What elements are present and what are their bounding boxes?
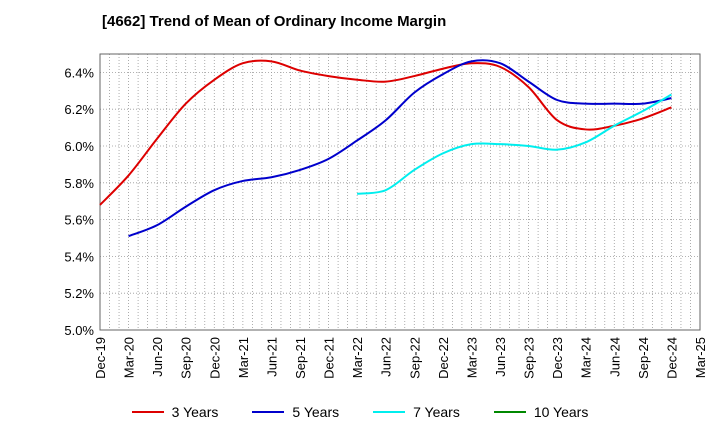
x-tick-label: Mar-24: [579, 337, 594, 378]
y-tick-label: 5.6%: [64, 213, 94, 228]
legend-label: 10 Years: [533, 404, 589, 420]
series-line-3-years: [99, 59, 672, 206]
legend-item-10-years: 10 Years: [493, 404, 589, 420]
legend-item-5-years: 5 Years: [252, 404, 339, 420]
legend-swatch: [493, 411, 526, 413]
x-tick-label: Jun-24: [607, 337, 622, 377]
plot-area: [100, 54, 700, 330]
x-tick-label: Mar-21: [236, 337, 251, 378]
x-tick-label: Dec-19: [93, 337, 108, 379]
y-tick-label: 6.2%: [64, 102, 94, 117]
x-tick-label: Jun-23: [493, 337, 508, 377]
y-tick-label: 6.0%: [64, 139, 94, 154]
x-tick-label: Sep-20: [179, 337, 194, 379]
legend-swatch: [373, 411, 406, 413]
plot-frame: [99, 53, 701, 331]
x-tick-label: Dec-21: [322, 337, 337, 379]
y-tick-label: 5.2%: [64, 286, 94, 301]
x-tick-label: Sep-23: [522, 337, 537, 379]
legend-swatch: [252, 411, 285, 413]
x-tick-label: Jun-22: [379, 337, 394, 377]
legend-item-3-years: 3 Years: [131, 404, 219, 420]
y-tick-label: 6.4%: [64, 65, 94, 80]
x-tick-label: Dec-22: [436, 337, 451, 379]
x-tick-label: Mar-25: [693, 337, 708, 378]
x-tick-label: Dec-20: [207, 337, 222, 379]
legend-label: 5 Years: [292, 404, 340, 420]
legend: 3 Years 5 Years 7 Years 10 Years: [0, 404, 720, 420]
x-tick-label: Mar-22: [350, 337, 365, 378]
legend-label: 3 Years: [171, 404, 219, 420]
legend-label: 7 Years: [413, 404, 460, 420]
x-tick-label: Dec-23: [550, 337, 565, 379]
x-tick-label: Mar-23: [464, 337, 479, 378]
y-tick-label: 5.0%: [64, 323, 94, 338]
x-tick-label: Sep-22: [407, 337, 422, 379]
series-line-7-years: [357, 93, 672, 195]
x-tick-label: Sep-21: [293, 337, 308, 379]
x-tick-label: Jun-21: [264, 337, 279, 377]
x-tick-label: Sep-24: [636, 337, 651, 379]
legend-swatch: [131, 411, 164, 413]
series-line-5-years: [128, 59, 672, 238]
y-tick-label: 5.4%: [64, 249, 94, 264]
x-tick-label: Dec-24: [664, 337, 679, 379]
chart-title: [4662] Trend of Mean of Ordinary Income …: [102, 13, 447, 30]
x-tick-label: Jun-20: [150, 337, 165, 377]
y-tick-label: 5.8%: [64, 176, 94, 191]
legend-item-7-years: 7 Years: [373, 404, 460, 420]
x-tick-label: Mar-20: [122, 337, 137, 378]
